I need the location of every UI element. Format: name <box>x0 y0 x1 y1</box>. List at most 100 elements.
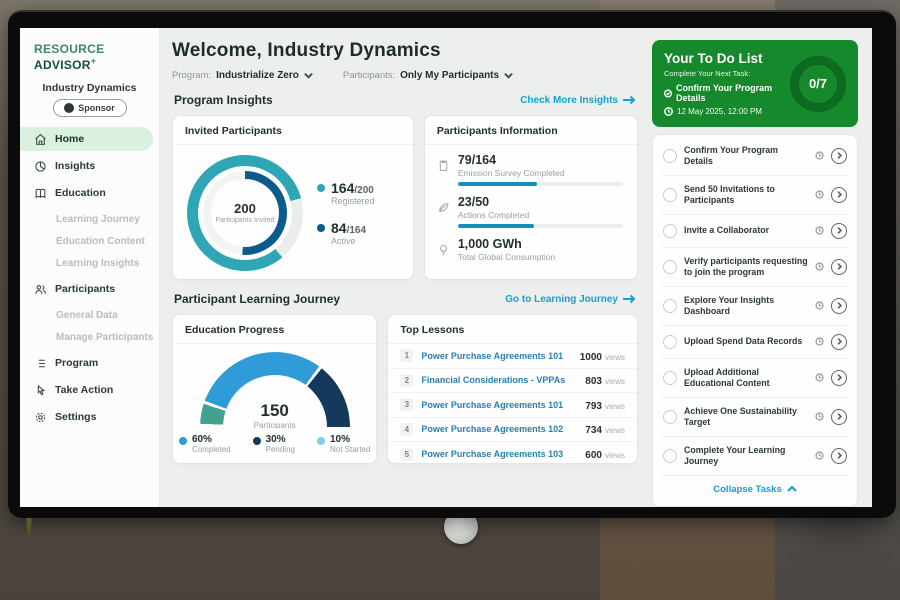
logo-plus: + <box>90 56 97 66</box>
gauge-center-label: Participants <box>253 421 296 428</box>
education-progress-card: Education Progress 150 Participants <box>172 314 378 464</box>
link-label: Check More Insights <box>520 94 618 106</box>
legend-label: Completed <box>191 445 231 454</box>
app-logo[interactable]: RESOURCE ADVISOR+ <box>20 38 159 80</box>
task-row[interactable]: Verify participants requesting to join t… <box>661 248 849 287</box>
task-open-button[interactable] <box>831 147 847 164</box>
program-select[interactable]: Program: Industrialize Zero <box>172 70 313 81</box>
lesson-row[interactable]: 4 Power Purchase Agreements 102 734 views <box>388 418 637 442</box>
task-checkbox[interactable] <box>663 448 677 463</box>
sidebar-item-program[interactable]: Program <box>20 351 153 375</box>
task-label: Confirm Your Program Details <box>684 145 779 166</box>
legend-value: 84 <box>331 220 347 236</box>
lesson-row[interactable]: 3 Power Purchase Agreements 101 793 views <box>388 393 637 418</box>
sponsor-badge[interactable]: Sponsor <box>52 99 127 117</box>
sidebar-item-label: Home <box>55 133 85 145</box>
sidebar-item-education-content[interactable]: Education Content <box>56 235 145 247</box>
todo-counter: 0/7 <box>808 76 828 91</box>
task-row[interactable]: Invite a Collaborator <box>661 215 849 248</box>
clock-icon <box>815 337 824 346</box>
survey-icon <box>439 160 448 171</box>
task-row[interactable]: Send 50 Invitations to Participants <box>661 176 849 215</box>
lesson-row[interactable]: 1 Power Purchase Agreements 101 1000 view… <box>388 344 637 369</box>
clock-icon <box>815 262 824 272</box>
lesson-link[interactable]: Power Purchase Agreements 102 <box>421 424 564 435</box>
task-row[interactable]: Confirm Your Program Details <box>661 137 849 176</box>
invited-donut-chart: 200 Participants Invited <box>187 155 303 271</box>
lesson-link[interactable]: Financial Considerations - VPPAs <box>421 375 566 386</box>
task-open-button[interactable] <box>831 186 847 203</box>
todo-progress-ring: 0/7 <box>790 55 846 112</box>
legend-active: 84/164 Active <box>317 220 375 246</box>
sidebar-item-participants[interactable]: Participants <box>20 277 153 301</box>
task-row[interactable]: Achieve One Sustainability Target <box>661 398 849 437</box>
progress-fill <box>457 182 538 186</box>
task-open-button[interactable] <box>831 258 847 275</box>
task-open-button[interactable] <box>831 297 847 314</box>
lesson-rank: 3 <box>400 398 414 412</box>
arrow-right-icon <box>623 294 636 304</box>
clock-icon <box>815 373 824 382</box>
sidebar-item-learning-journey[interactable]: Learning Journey <box>56 213 140 225</box>
participants-select[interactable]: Participants: Only My Participants <box>343 70 513 81</box>
lesson-link[interactable]: Power Purchase Agreements 101 <box>421 399 564 410</box>
sidebar-item-settings[interactable]: Settings <box>20 405 153 429</box>
donut-center-label: Participants Invited <box>215 216 275 224</box>
collapse-tasks-link[interactable]: Collapse Tasks <box>661 476 849 504</box>
task-checkbox[interactable] <box>663 148 677 163</box>
task-checkbox[interactable] <box>663 187 677 202</box>
plant-leaf <box>26 516 32 542</box>
task-checkbox[interactable] <box>663 259 677 274</box>
sidebar-item-education[interactable]: Education <box>20 181 153 205</box>
top-lessons-card: Top Lessons 1 Power Purchase Agreements … <box>387 314 638 464</box>
sidebar-item-home[interactable]: Home <box>20 127 153 151</box>
task-open-button[interactable] <box>831 447 847 464</box>
card-title: Top Lessons <box>388 315 637 344</box>
task-row[interactable]: Upload Additional Educational Content <box>661 359 849 398</box>
legend-label: Not Started <box>329 445 371 454</box>
sidebar-item-learning-insights[interactable]: Learning Insights <box>56 257 140 269</box>
task-row[interactable]: Complete Your Learning Journey <box>661 437 849 476</box>
lesson-link[interactable]: Power Purchase Agreements 101 <box>421 350 564 361</box>
legend-label: Pending <box>265 445 295 454</box>
legend-dot <box>252 437 261 445</box>
lesson-rank: 1 <box>400 349 414 363</box>
progress-track <box>457 182 623 186</box>
check-circle-icon <box>664 89 672 97</box>
task-checkbox[interactable] <box>663 409 677 424</box>
sidebar-item-insights[interactable]: Insights <box>20 154 153 178</box>
go-to-learning-journey-link[interactable]: Go to Learning Journey <box>505 294 636 305</box>
todo-next-task[interactable]: Confirm Your Program Details <box>664 83 790 103</box>
todo-next-task-label: Confirm Your Program Details <box>676 83 773 103</box>
task-open-button[interactable] <box>831 369 847 386</box>
invited-legend: 164/200 Registered 84/164 Active <box>317 180 375 246</box>
views-suffix: views <box>604 401 625 411</box>
todo-due-label: 12 May 2025, 12:00 PM <box>677 107 762 116</box>
task-row[interactable]: Upload Spend Data Records <box>661 326 849 359</box>
sidebar-item-take-action[interactable]: Take Action <box>20 378 153 402</box>
education-icon <box>35 188 46 198</box>
task-open-button[interactable] <box>831 333 847 350</box>
sidebar-item-label: Participants <box>55 283 116 295</box>
task-open-button[interactable] <box>831 408 847 425</box>
task-checkbox[interactable] <box>663 298 677 313</box>
task-checkbox[interactable] <box>663 370 677 385</box>
legend-value: 10% <box>329 434 350 445</box>
participants-select-value: Only My Participants <box>400 70 500 81</box>
task-checkbox[interactable] <box>663 334 677 349</box>
lesson-row[interactable]: 2 Financial Considerations - VPPAs 803 vi… <box>388 369 637 393</box>
task-checkbox[interactable] <box>663 223 677 238</box>
lesson-row[interactable]: 5 Power Purchase Agreements 103 600 views <box>388 442 637 467</box>
sidebar-item-general-data[interactable]: General Data <box>56 309 118 321</box>
todo-due: 12 May 2025, 12:00 PM <box>664 107 790 116</box>
task-label: Achieve One Sustainability Target <box>684 405 797 427</box>
sidebar-item-manage-participants[interactable]: Manage Participants <box>56 331 154 343</box>
task-open-button[interactable] <box>831 222 847 239</box>
stat-label: Emission Survey Completed <box>457 168 565 178</box>
task-row[interactable]: Explore Your Insights Dashboard <box>661 287 849 326</box>
legend-denominator: /164 <box>346 225 367 236</box>
lesson-link[interactable]: Power Purchase Agreements 103 <box>421 449 564 460</box>
check-more-insights-link[interactable]: Check More Insights <box>520 95 636 106</box>
todo-task-list: Confirm Your Program Details Send 50 Inv… <box>652 134 858 507</box>
sidebar-item-label: Settings <box>55 411 97 423</box>
